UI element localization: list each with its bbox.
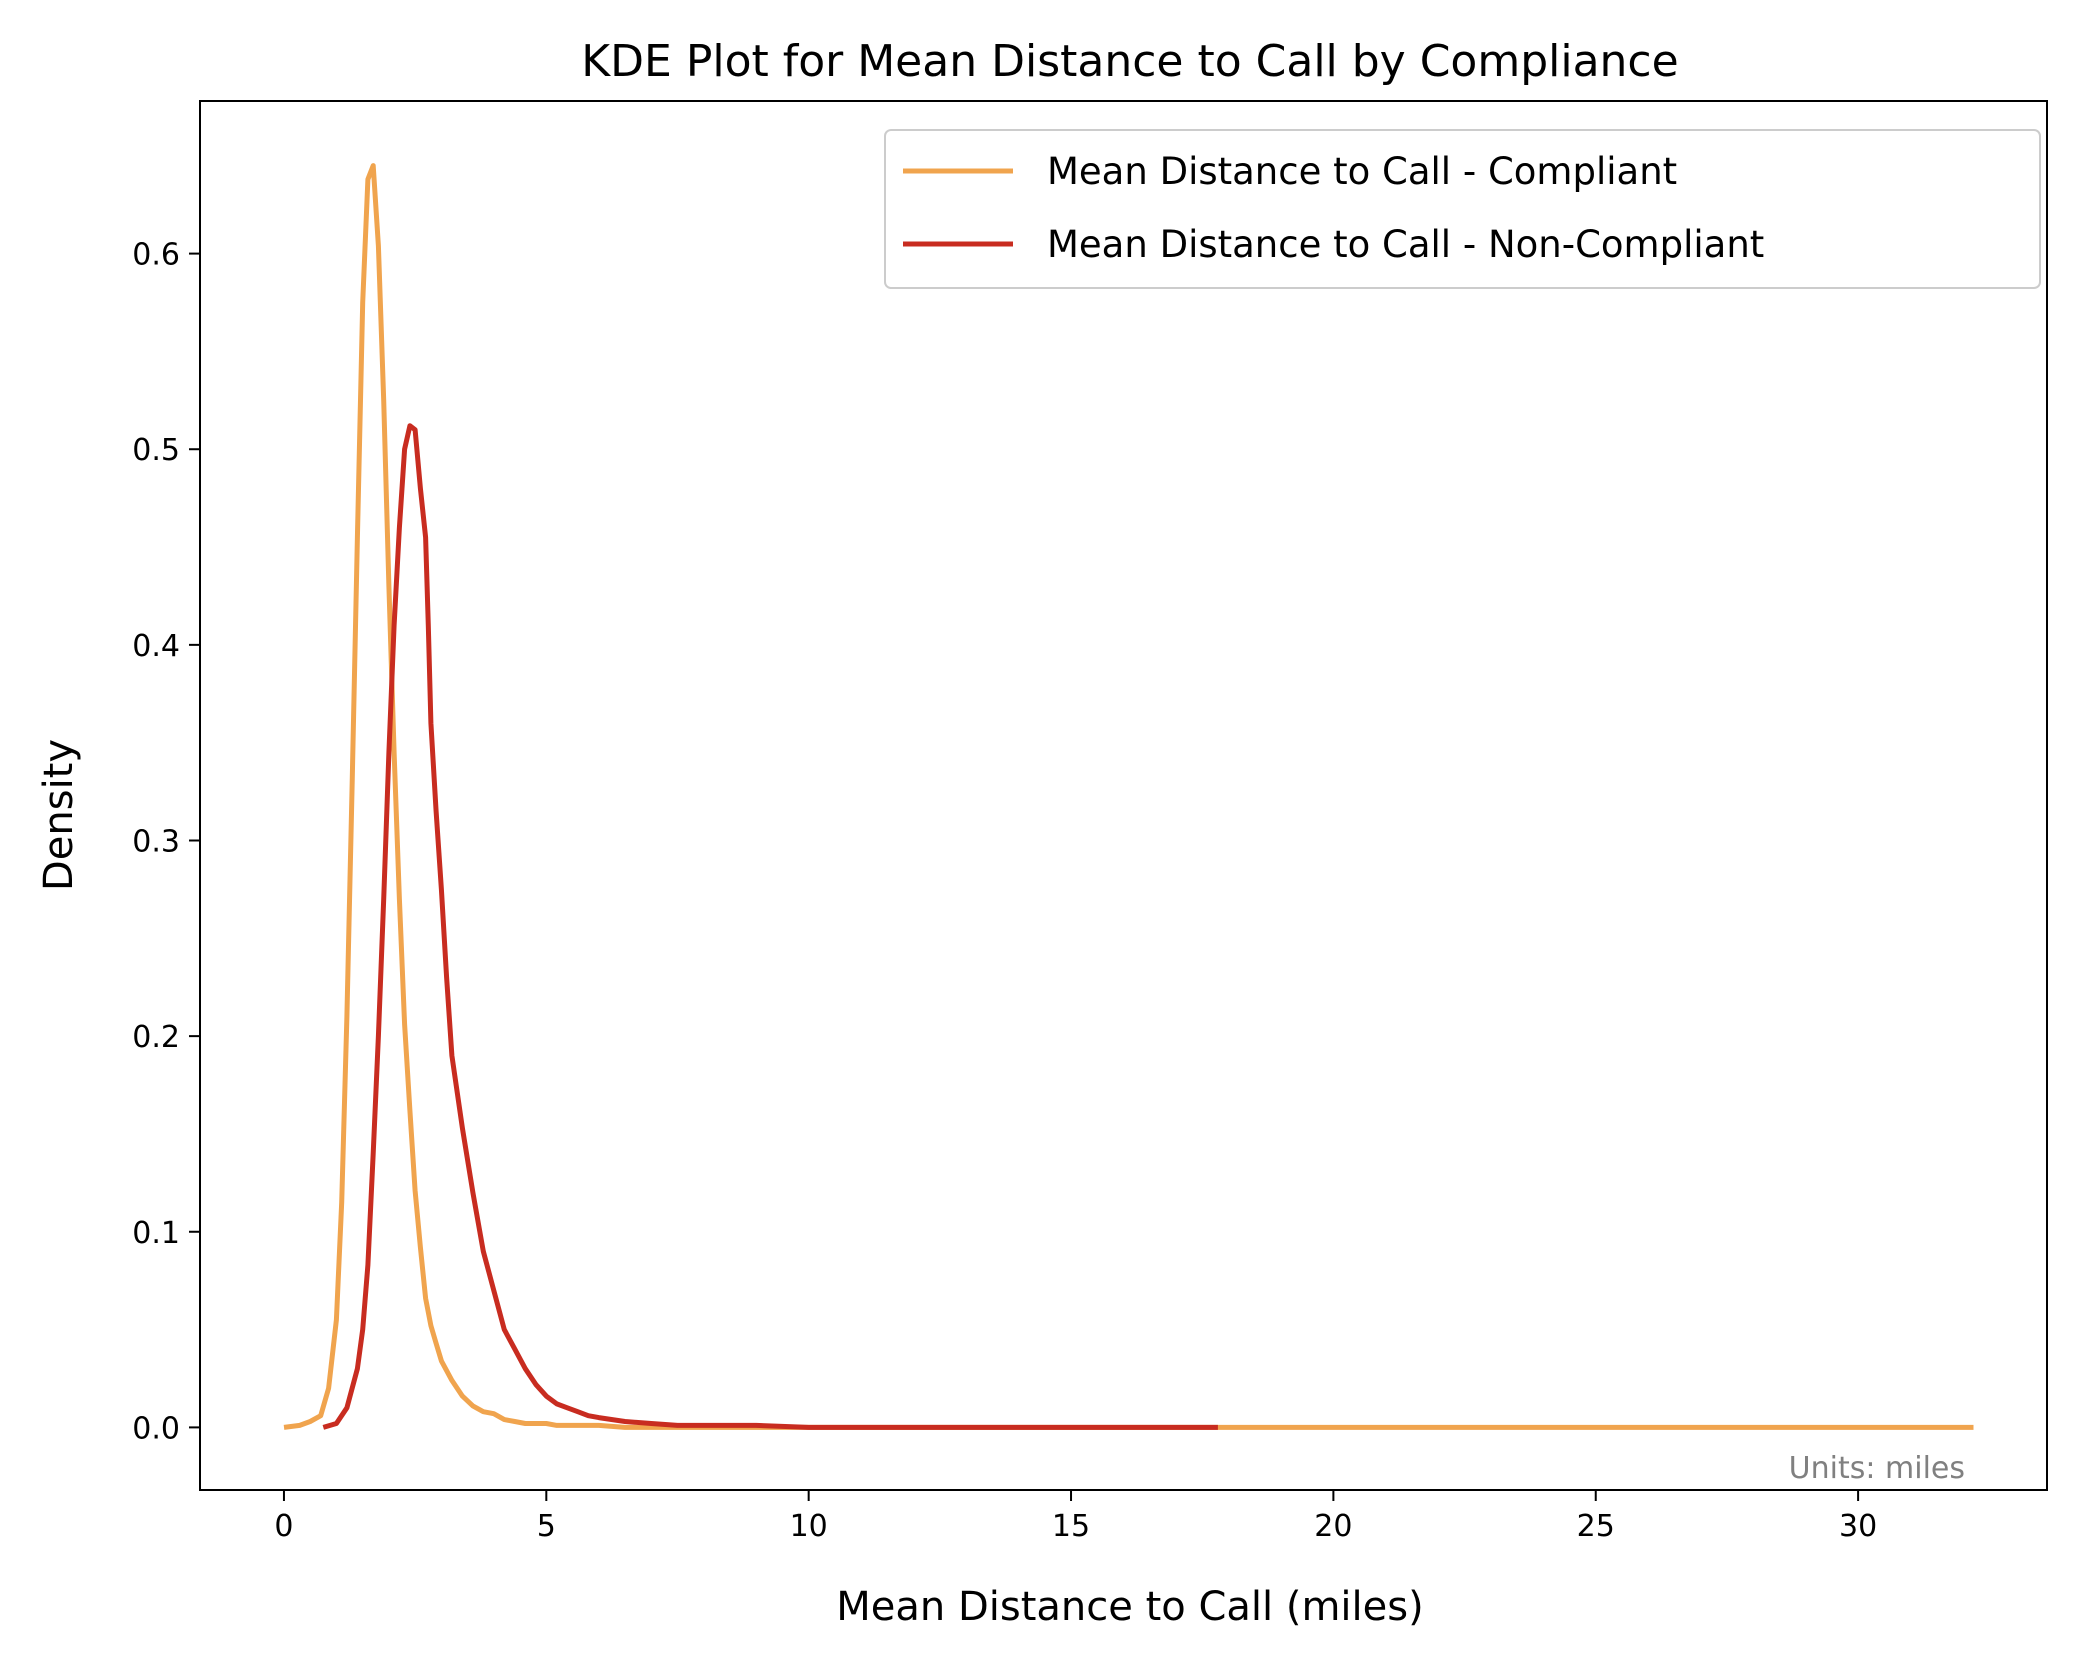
x-tick-label: 5 [537, 1509, 556, 1544]
y-axis-label: Density [36, 739, 82, 891]
x-tick-label: 25 [1577, 1509, 1615, 1544]
x-tick-label: 30 [1839, 1509, 1877, 1544]
y-tick-label: 0.3 [132, 824, 180, 859]
x-tick-label: 15 [1052, 1509, 1090, 1544]
legend-label-compliant: Mean Distance to Call - Compliant [1047, 150, 1677, 193]
y-tick-label: 0.4 [132, 629, 180, 664]
y-tick-label: 0.0 [132, 1411, 180, 1446]
series-line-compliant [283, 163, 1974, 1430]
x-tick-label: 20 [1314, 1509, 1352, 1544]
series-line-non-compliant [322, 423, 1218, 1430]
y-tick-label: 0.6 [132, 238, 180, 273]
x-tick-label: 0 [274, 1509, 293, 1544]
axes: 0 5 10 15 20 25 30 0.0 0.1 0.2 0.3 0.4 0.5 0.6 [132, 100, 2048, 1544]
y-tick-label: 0.5 [132, 433, 180, 468]
units-annotation: Units: miles [1789, 1451, 1965, 1486]
legend: Mean Distance to Call - Compliant Mean D… [884, 129, 2041, 289]
chart-title: KDE Plot for Mean Distance to Call by Co… [581, 36, 1678, 87]
x-tick-label: 10 [790, 1509, 828, 1544]
axes-frame [199, 100, 2048, 1491]
legend-label-non-compliant: Mean Distance to Call - Non-Compliant [1047, 223, 1764, 266]
y-tick-label: 0.2 [132, 1020, 180, 1055]
legend-frame [884, 129, 2041, 289]
x-axis-label: Mean Distance to Call (miles) [836, 1584, 1423, 1630]
y-tick-label: 0.1 [132, 1216, 180, 1251]
plot-area [283, 163, 1974, 1430]
